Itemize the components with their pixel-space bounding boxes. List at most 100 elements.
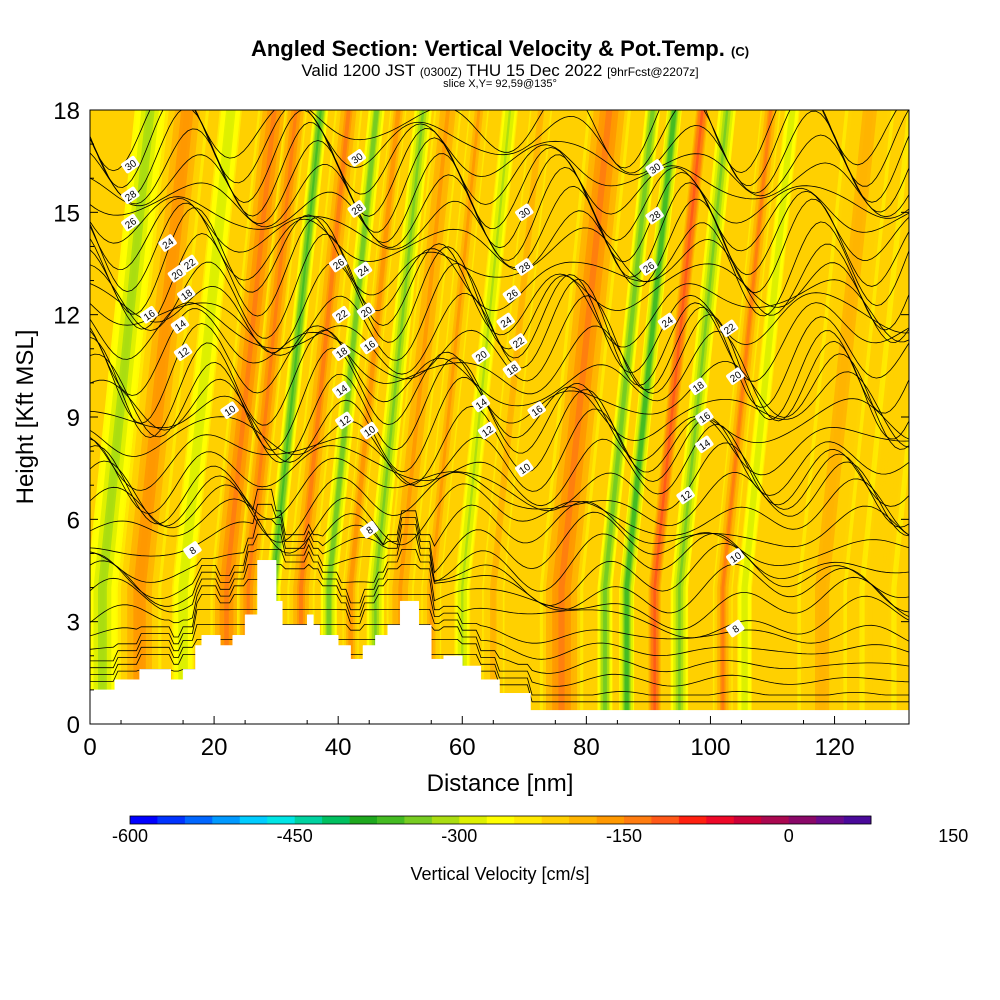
colorbar-swatch-16 xyxy=(569,816,597,824)
isentrope-label-16: 22 xyxy=(332,305,351,324)
isentrope-label-8: 14 xyxy=(170,316,190,334)
colorbar-swatch-22 xyxy=(733,816,762,824)
isentrope-label-28: 22 xyxy=(508,333,528,351)
isentrope-label-0: 30 xyxy=(121,155,140,174)
isentrope-label-30: 18 xyxy=(502,360,522,378)
colorbar-tick-label-1: -450 xyxy=(277,826,313,846)
colorbar-frame xyxy=(129,815,872,825)
isentrope-line-10 xyxy=(90,518,909,592)
colorbar-swatch-14 xyxy=(514,816,542,824)
isentrope-label-2: 26 xyxy=(121,213,140,232)
velocity-band-10-3 xyxy=(392,110,456,724)
colorbar-swatch-9 xyxy=(377,816,405,824)
x-tick-label-0: 0 xyxy=(83,734,96,761)
axes: 0 20 40 60 80 100 120 0 3 6 9 12 15 18 xyxy=(53,98,909,761)
isentrope-label-35: 30 xyxy=(645,159,664,177)
isentrope-label-14: 26 xyxy=(328,254,348,272)
y-tick-label-12: 12 xyxy=(53,303,80,330)
y-tick-label-18: 18 xyxy=(53,98,80,125)
isentrope-line-3 xyxy=(90,624,909,674)
colorbar-tick-label-3: -150 xyxy=(606,826,642,846)
isentrope-label-4: 22 xyxy=(180,254,199,272)
isentrope-label-19: 16 xyxy=(359,336,379,354)
isentrope-label-15: 24 xyxy=(353,261,373,279)
colorbar-swatch-24 xyxy=(788,816,817,824)
isentrope-line-26 xyxy=(90,262,909,374)
colorbar-swatch-15 xyxy=(541,816,570,824)
isentrope-line-31 xyxy=(90,198,909,294)
colorbar-swatch-2 xyxy=(184,816,213,824)
isentrope-label-33: 12 xyxy=(477,421,497,440)
colorbar-swatch-25 xyxy=(816,816,844,824)
isentrope-label-25: 28 xyxy=(515,258,534,276)
velocity-band-17-1 xyxy=(647,110,710,724)
isentrope-label-44: 12 xyxy=(676,486,695,504)
y-tick-label-6: 6 xyxy=(67,507,80,534)
colorbar-swatch-21 xyxy=(706,816,735,824)
isentrope-line-33 xyxy=(90,166,909,263)
isentrope-line-15 xyxy=(90,442,909,528)
isentrope-label-27: 24 xyxy=(496,312,515,330)
colorbar-tick-label-5: 150 xyxy=(938,826,968,846)
isentrope-label-31: 16 xyxy=(527,401,546,419)
isentrope-line-37 xyxy=(90,110,909,203)
colorbar-swatch-12 xyxy=(459,816,488,824)
isentrope-label-17: 20 xyxy=(356,302,376,320)
colorbar-swatch-0 xyxy=(130,816,158,824)
isentrope-line-9 xyxy=(90,533,909,606)
velocity-band-5-0 xyxy=(265,110,329,724)
title-main: Angled Section: Vertical Velocity & Pot.… xyxy=(250,36,725,61)
colorbar-swatch-8 xyxy=(349,816,378,824)
y-axis-label: Height [Kft MSL] xyxy=(12,330,39,505)
isentrope-line-30 xyxy=(90,207,909,317)
velocity-band-21-6 xyxy=(818,110,874,724)
isentrope-label-38: 24 xyxy=(657,312,677,330)
isentrope-label-3: 24 xyxy=(158,234,177,252)
isentrope-line-7 xyxy=(90,563,909,630)
isentrope-label-40: 20 xyxy=(726,367,745,385)
isentrope-label-43: 14 xyxy=(695,435,714,453)
colorbar-swatch-17 xyxy=(596,816,625,824)
colorbar-swatch-3 xyxy=(212,816,241,824)
colorbar-swatch-20 xyxy=(678,816,707,824)
y-tick-label-15: 15 xyxy=(53,200,80,227)
isentrope-label-23: 8 xyxy=(359,520,379,539)
colorbar: -600-450-300-1500150300450 xyxy=(112,815,968,846)
isentrope-line-11 xyxy=(90,503,909,574)
isentrope-label-36: 28 xyxy=(645,206,664,225)
title-unit: (C) xyxy=(731,44,750,59)
isentrope-line-23 xyxy=(90,314,909,424)
colorbar-swatch-7 xyxy=(322,816,350,824)
isentrope-line-12 xyxy=(90,488,909,548)
velocity-band-13-5 xyxy=(490,110,545,724)
isentrope-label-12: 30 xyxy=(347,149,367,167)
valid-utc: (0300Z) xyxy=(419,65,462,79)
isentrope-label-1: 28 xyxy=(121,186,140,204)
velocity-band-16-0 xyxy=(619,110,682,724)
y-tick-label-9: 9 xyxy=(67,405,80,432)
forecast-info: [9hrFcst@2207z] xyxy=(607,65,699,79)
isentrope-label-10: 10 xyxy=(220,401,239,419)
isentrope-label-text-46: 8 xyxy=(731,623,742,635)
colorbar-tick-label-2: -300 xyxy=(441,826,477,846)
colorbar-swatch-18 xyxy=(624,816,652,824)
isentrope-line-5 xyxy=(90,594,909,644)
isentrope-line-36 xyxy=(90,122,909,217)
x-tick-label-40: 40 xyxy=(325,734,352,761)
isentrope-line-6 xyxy=(90,579,909,639)
isentrope-line-27 xyxy=(90,246,909,354)
isentrope-line-29 xyxy=(90,217,909,331)
x-tick-label-100: 100 xyxy=(690,734,730,761)
terrain-mask xyxy=(89,560,910,725)
colorbar-swatch-10 xyxy=(404,816,433,824)
isentrope-label-32: 14 xyxy=(471,394,491,412)
isentrope-label-42: 16 xyxy=(695,408,714,426)
velocity-band-22-6 xyxy=(875,250,909,724)
isentrope-label-22: 10 xyxy=(359,421,379,440)
isentrope-label-20: 14 xyxy=(332,380,351,399)
isentrope-line-38 xyxy=(90,110,909,188)
isentrope-line-19 xyxy=(90,376,909,473)
x-tick-label-60: 60 xyxy=(449,734,476,761)
